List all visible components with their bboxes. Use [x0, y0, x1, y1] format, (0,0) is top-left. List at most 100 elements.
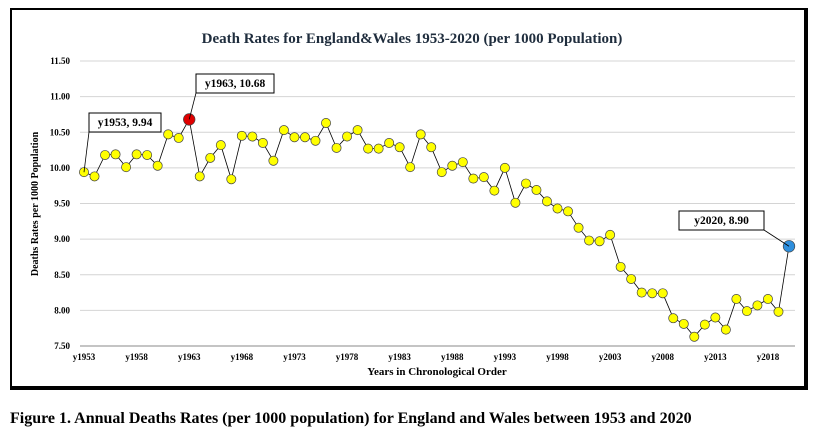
x-tick-label: y2003: [599, 352, 622, 362]
data-point: [552, 203, 563, 214]
data-point: [573, 222, 584, 233]
x-tick-label: y2018: [757, 352, 780, 362]
y-tick-label: 10.00: [50, 163, 71, 173]
data-point: [426, 142, 437, 153]
data-point: [594, 236, 605, 247]
x-tick-label: y1993: [494, 352, 517, 362]
y-tick-label: 11.00: [50, 92, 70, 102]
data-point: [605, 229, 616, 240]
data-point: [531, 185, 542, 195]
data-point: [457, 157, 468, 168]
callout-label: y2020, 8.90: [694, 215, 749, 227]
callout-leader: [763, 229, 790, 247]
data-point: [647, 288, 658, 299]
data-point: [394, 142, 405, 153]
data-point: [563, 206, 573, 217]
y-tick-label: 8.00: [54, 305, 70, 315]
data-point: [363, 143, 374, 154]
x-tick-label: y1973: [283, 352, 306, 362]
data-point: [152, 160, 163, 171]
data-point: [584, 235, 595, 246]
data-point: [520, 178, 531, 189]
data-point: [405, 162, 416, 173]
callouts: y1953, 9.94 y1963, 10.68 y2020, 8.90: [83, 73, 790, 247]
figure-caption: Figure 1. Annual Deaths Rates (per 1000 …: [10, 410, 692, 427]
data-point: [542, 196, 552, 207]
callout-box: [678, 210, 765, 231]
x-tick-label: y2008: [651, 352, 674, 362]
data-point: [489, 185, 500, 196]
data-point: [752, 300, 763, 311]
y-tick-label: 9.00: [54, 234, 70, 244]
data-point: [100, 150, 110, 160]
data-point: [194, 171, 205, 182]
y-tick-label: 10.50: [50, 127, 71, 137]
data-point: [331, 142, 342, 153]
data-point: [278, 125, 289, 136]
chart-title: Death Rates for England&Wales 1953-2020 …: [202, 31, 623, 47]
data-point: [615, 261, 626, 272]
x-tick-label: y1958: [125, 352, 148, 362]
data-point: [499, 162, 510, 173]
data-point: [741, 306, 752, 317]
x-axis-ticks: y1953 y1958 y1963 y1968 y1973 y1978 y1983 y1988…: [73, 352, 780, 362]
data-point: [415, 129, 426, 140]
data-point: [352, 125, 363, 136]
data-point: [121, 162, 132, 173]
data-point: [720, 324, 731, 335]
y-axis-ticks: 7.50 8.00 8.50 9.00 9.50 10.00 10.50 11.00 11.50: [50, 56, 71, 351]
data-point: [373, 143, 384, 154]
callout-box: [88, 112, 162, 133]
gridlines: [80, 60, 795, 311]
data-point: [626, 274, 637, 284]
y-tick-label: 8.50: [54, 270, 70, 280]
data-point: [478, 172, 489, 183]
data-point: [131, 149, 142, 160]
data-point: [763, 294, 773, 304]
data-point: [268, 155, 279, 166]
data-point: [289, 132, 300, 143]
data-point: [510, 197, 521, 208]
data-point: [710, 312, 721, 323]
data-point: [247, 131, 258, 142]
y-tick-label: 11.50: [50, 56, 70, 66]
data-point: [773, 306, 784, 317]
data-point: [226, 174, 237, 185]
series-death-rate: [79, 113, 796, 342]
data-point: [205, 152, 216, 163]
data-point: [384, 137, 395, 148]
callout-box: [195, 73, 275, 94]
data-point: [668, 313, 679, 324]
data-point: [257, 137, 268, 148]
data-point: [89, 171, 100, 182]
x-tick-label: y2013: [704, 352, 727, 362]
callout-leader: [188, 92, 197, 120]
data-point: [699, 319, 710, 330]
data-point: [731, 294, 742, 304]
callout-label: y1963, 10.68: [205, 78, 266, 90]
callout-label: y1953, 9.94: [98, 117, 153, 129]
data-point: [163, 129, 174, 140]
y-tick-label: 7.50: [54, 341, 70, 351]
data-point: [215, 140, 226, 151]
data-point: [678, 318, 689, 329]
data-point: [342, 131, 353, 142]
data-point: [110, 149, 121, 160]
chart-frame: [10, 8, 808, 390]
data-point: [436, 167, 447, 178]
x-tick-label: y1968: [231, 352, 254, 362]
y-axis-label: Deaths Rates per 1000 Population: [30, 131, 41, 276]
x-tick-label: y1963: [178, 352, 201, 362]
callout-leader: [83, 131, 90, 173]
data-point: [468, 173, 479, 184]
x-tick-label: y1953: [73, 352, 96, 362]
data-point: [310, 135, 321, 146]
x-tick-label: y1978: [336, 352, 359, 362]
x-tick-label: y1988: [441, 352, 464, 362]
y-tick-label: 9.50: [54, 199, 70, 209]
x-tick-label: y1983: [388, 352, 411, 362]
data-point: [636, 287, 647, 298]
data-point: [321, 118, 331, 128]
data-point: [689, 331, 700, 342]
